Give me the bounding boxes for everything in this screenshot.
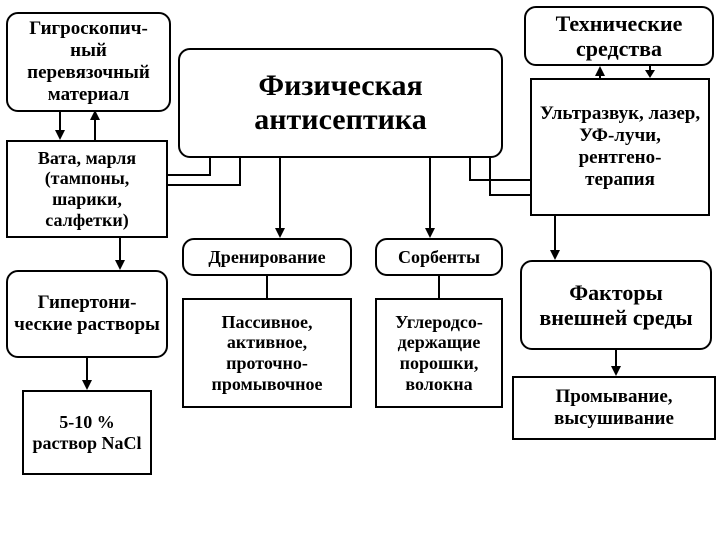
node-hygroscopic: Гигроскопич-ный перевязочный материал	[6, 12, 171, 112]
node-env-detail: Промывание, высушивание	[512, 376, 716, 440]
node-title: Физическая антисептика	[178, 48, 503, 158]
node-tech: Технические средства	[524, 6, 714, 66]
node-env: Факторы внешней среды	[520, 260, 712, 350]
node-nacl: 5-10 % раствор NaCl	[22, 390, 152, 475]
node-sorbents: Сорбенты	[375, 238, 503, 276]
node-drainage-detail: Пассивное, активное, проточно-промывочно…	[182, 298, 352, 408]
diagram-canvas: Физическая антисептика Гигроскопич-ный п…	[0, 0, 720, 540]
node-sorbents-detail: Углеродсо-держащие порошки, волокна	[375, 298, 503, 408]
node-drainage: Дренирование	[182, 238, 352, 276]
node-hypertonic: Гипертони-ческие растворы	[6, 270, 168, 358]
node-tech-detail: Ультразвук, лазер, УФ-лучи, рентгено-тер…	[530, 78, 710, 216]
node-vata: Вата, марля (тампоны, шарики, салфетки)	[6, 140, 168, 238]
